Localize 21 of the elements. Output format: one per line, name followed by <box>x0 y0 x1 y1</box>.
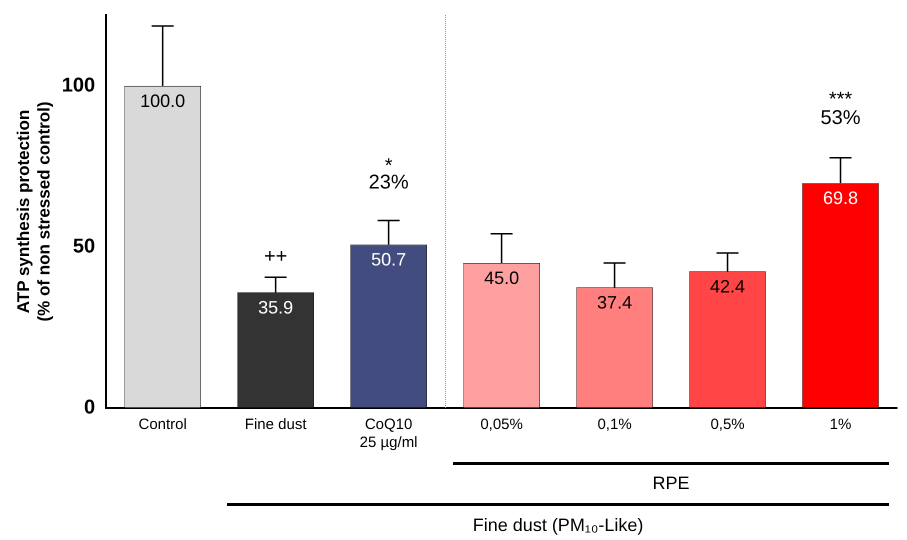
y-tick-label: 50 <box>72 235 96 258</box>
data-label: 45.0 <box>484 268 520 288</box>
annotation: ++ <box>264 246 288 268</box>
x-tick-label: 0,05% <box>480 416 523 434</box>
data-label: 42.4 <box>710 276 746 296</box>
data-label: 100.0 <box>140 90 186 111</box>
data-label: 37.4 <box>597 292 632 312</box>
data-label: 69.8 <box>822 188 858 208</box>
x-tick-label: 0,5% <box>710 416 745 434</box>
text: Fine dust (PM₁₀-Like) <box>472 514 644 535</box>
x-tick-label: 0,1% <box>597 416 632 434</box>
y-tick-label: 100 <box>62 74 96 96</box>
x-tick-label: Control <box>138 416 187 434</box>
text: RPE <box>652 472 690 493</box>
data-label: 50.7 <box>371 250 406 270</box>
x-tick-label: CoQ10 25 µg/ml <box>360 416 418 452</box>
y-axis-title: ATP synthesis protection (% of non stressed control) <box>14 101 54 322</box>
data-label: 35.9 <box>258 297 294 318</box>
y-tick-label: 0 <box>84 396 96 419</box>
x-tick-label: 1% <box>830 416 852 434</box>
x-tick-label: Fine dust <box>244 416 308 434</box>
